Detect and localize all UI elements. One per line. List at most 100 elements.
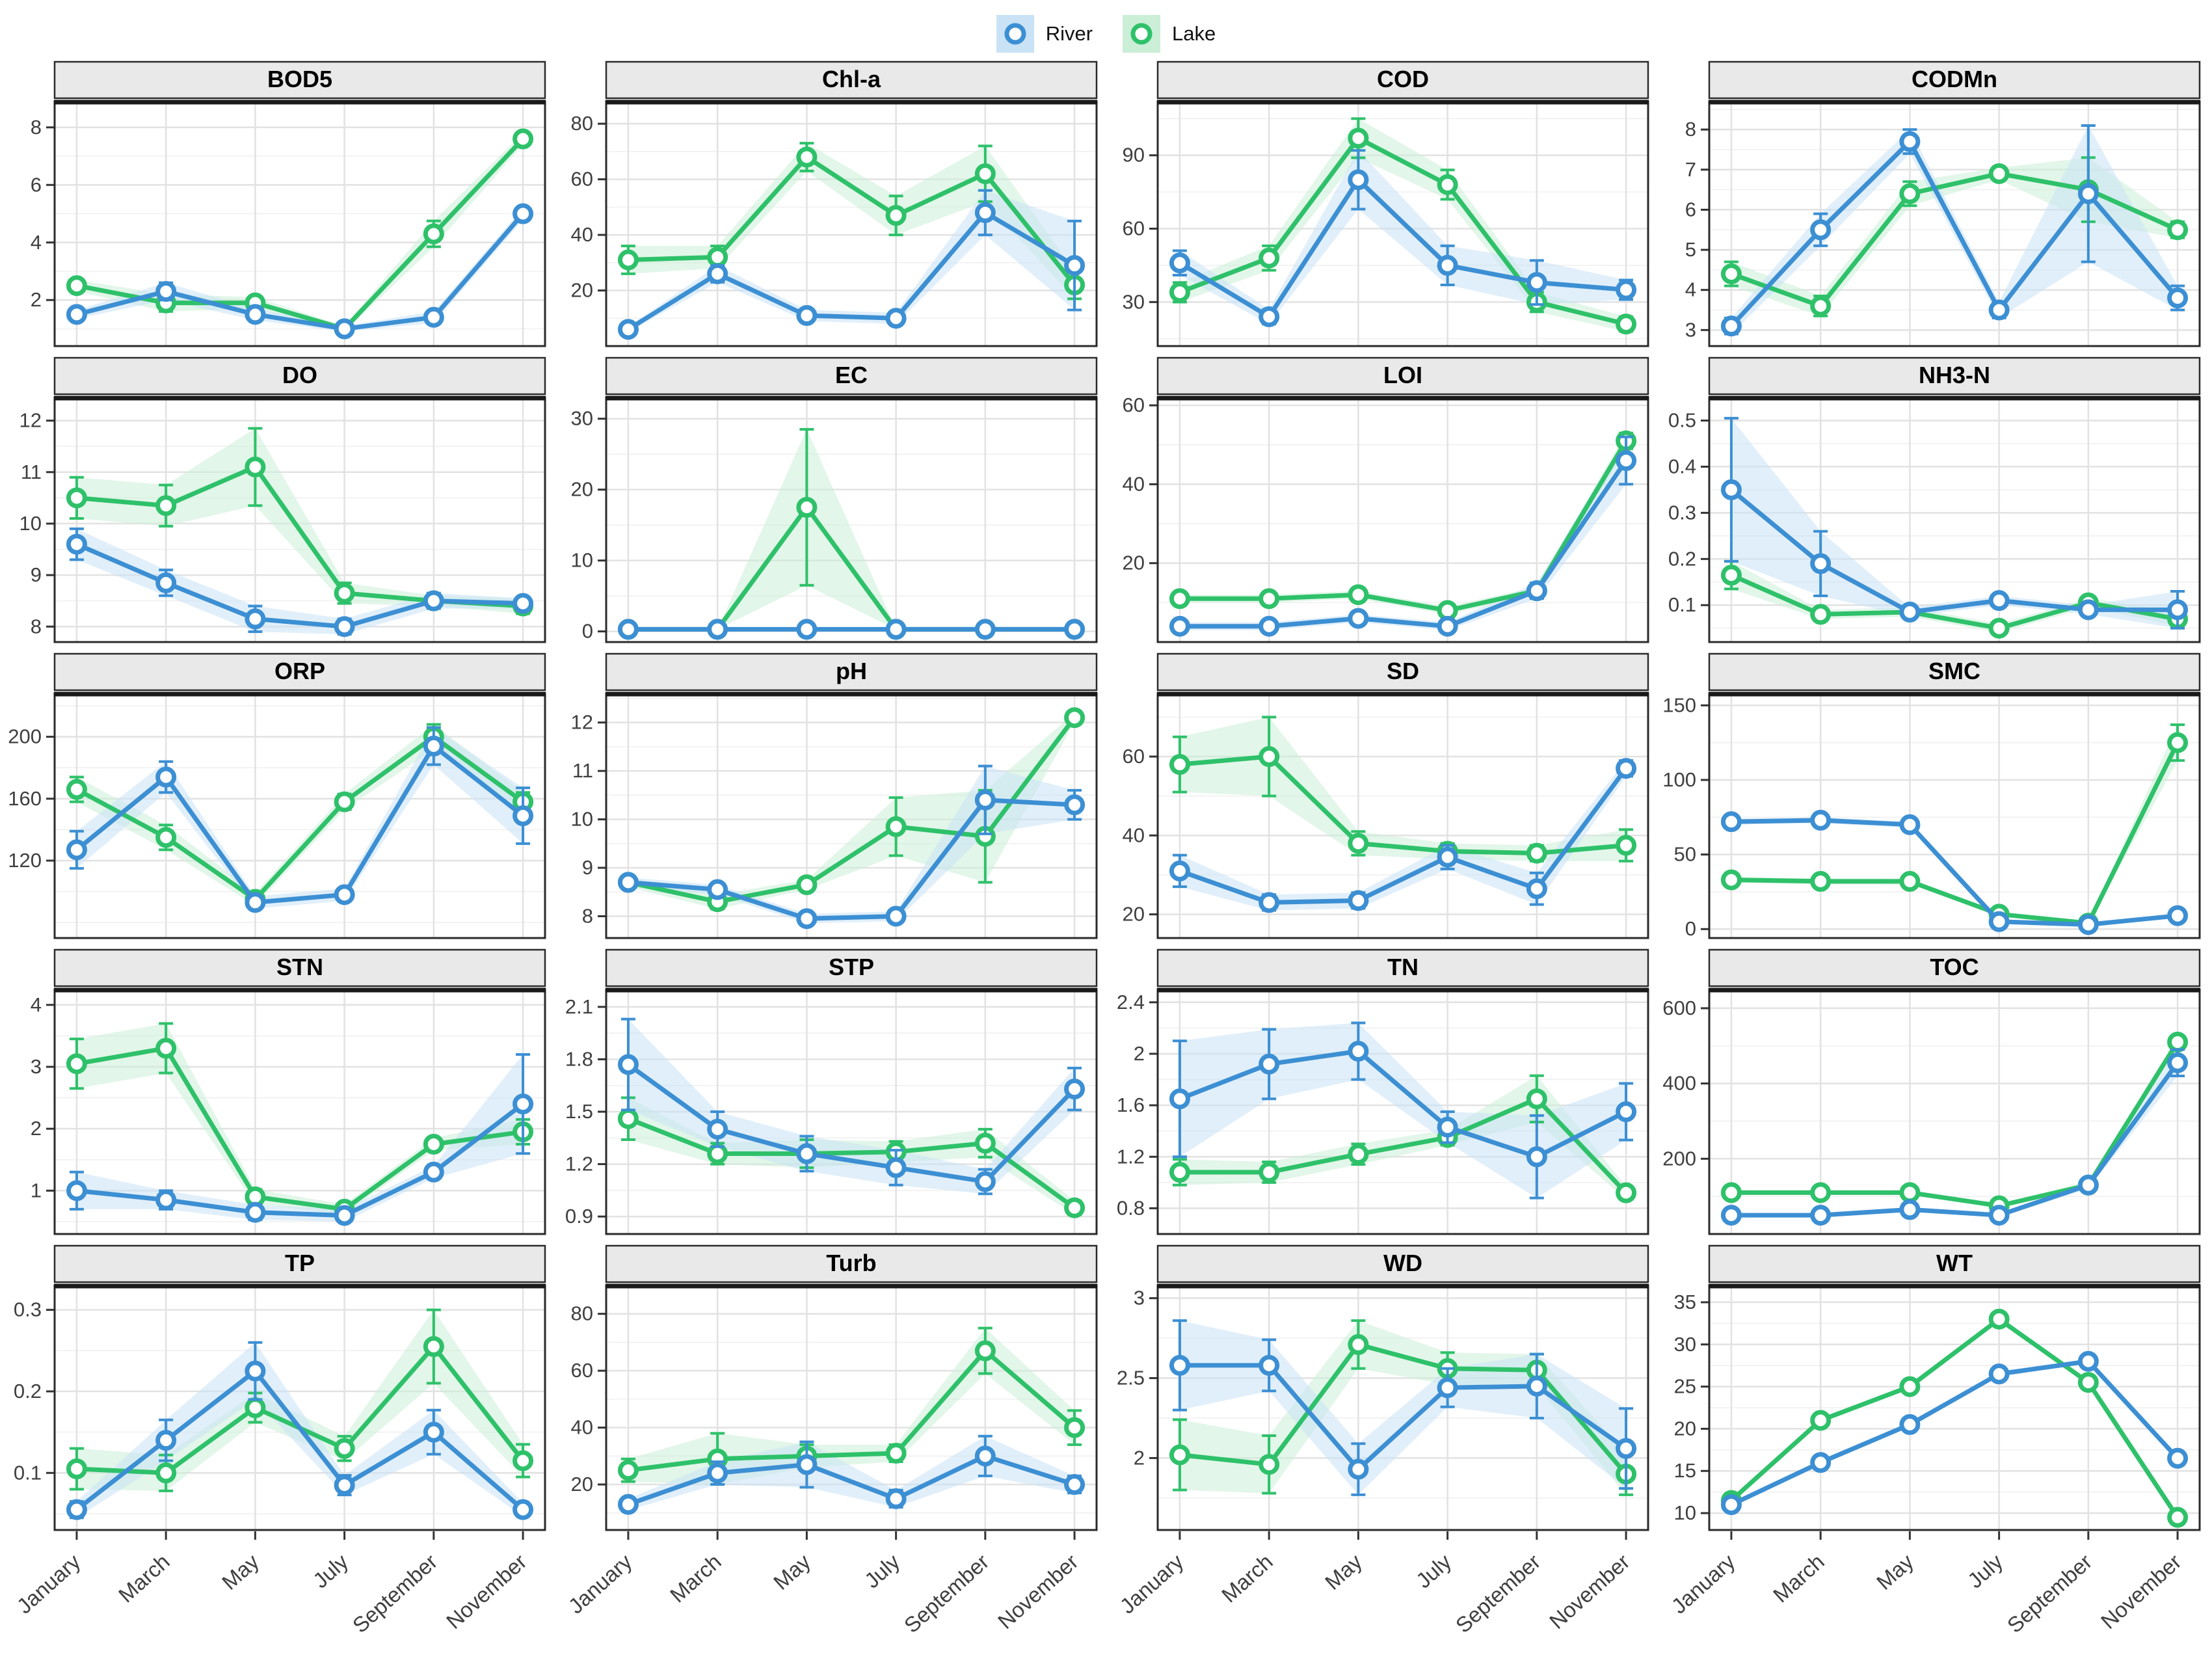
svg-text:0.8: 0.8: [1117, 1196, 1145, 1219]
svg-text:May: May: [217, 1549, 263, 1594]
facet-Chl-a: Chl-a 20 40 60 80: [554, 59, 1106, 355]
facet-CODMn: CODMn 3 4 5 6 7 8: [1657, 59, 2209, 355]
legend-item-river: River: [996, 15, 1093, 53]
svg-text:1.2: 1.2: [1117, 1145, 1145, 1168]
river-marker-icon: [996, 15, 1034, 53]
svg-text:200: 200: [8, 725, 42, 748]
facet-plot: COD 30 60 90: [1123, 60, 1649, 347]
svg-text:March: March: [1768, 1550, 1829, 1607]
svg-text:September: September: [348, 1550, 442, 1638]
svg-text:10: 10: [571, 549, 593, 572]
svg-text:200: 200: [1662, 1147, 1696, 1170]
facet-plot: STN 1 2 3 4: [31, 948, 546, 1235]
svg-text:TOC: TOC: [1930, 954, 1979, 980]
svg-text:10: 10: [571, 808, 593, 831]
facet-plot: LOI 20 40 60: [1123, 356, 1649, 643]
svg-text:20: 20: [1123, 552, 1145, 574]
svg-text:6: 6: [1685, 198, 1696, 221]
facet-plot: TOC 200 400 600: [1662, 948, 2201, 1235]
svg-text:40: 40: [1123, 472, 1145, 495]
facet-plot: EC 0 10 20 30: [571, 356, 1098, 643]
svg-text:60: 60: [571, 1359, 593, 1382]
svg-text:WT: WT: [1936, 1250, 1973, 1276]
svg-text:STN: STN: [276, 954, 323, 980]
svg-text:March: March: [114, 1550, 174, 1607]
svg-text:0.1: 0.1: [1668, 593, 1696, 616]
svg-text:4: 4: [1685, 278, 1696, 301]
facet-TP: TP 0.1 0.2 0.3 January March May July September N…: [3, 1242, 554, 1644]
svg-text:9: 9: [582, 856, 593, 879]
svg-text:3: 3: [1134, 1287, 1145, 1309]
facet-plot: NH3-N 0.1 0.2 0.3 0.4 0.5: [1668, 356, 2201, 643]
svg-text:SD: SD: [1387, 658, 1419, 684]
svg-text:0.3: 0.3: [14, 1298, 42, 1321]
svg-text:Turb: Turb: [826, 1250, 876, 1276]
svg-text:November: November: [442, 1550, 531, 1633]
svg-text:40: 40: [571, 1416, 593, 1439]
facet-Turb: Turb 20 40 60 80 January March May July September…: [554, 1242, 1106, 1644]
svg-text:July: July: [1411, 1549, 1456, 1592]
svg-text:0.2: 0.2: [14, 1380, 42, 1402]
svg-text:DO: DO: [282, 362, 317, 388]
svg-text:0.2: 0.2: [1668, 547, 1696, 570]
svg-text:60: 60: [1123, 217, 1145, 240]
facet-pH: pH 8 9 10 11 12: [554, 651, 1106, 946]
svg-text:0.9: 0.9: [565, 1205, 593, 1228]
svg-text:5: 5: [1685, 238, 1696, 261]
svg-text:3: 3: [31, 1055, 42, 1078]
svg-text:COD: COD: [1377, 66, 1429, 92]
svg-text:400: 400: [1662, 1072, 1696, 1095]
svg-text:0: 0: [582, 620, 593, 643]
svg-text:20: 20: [1123, 903, 1145, 926]
svg-text:30: 30: [1123, 290, 1145, 313]
svg-text:1: 1: [31, 1179, 42, 1201]
svg-text:30: 30: [571, 407, 593, 430]
svg-text:January: January: [564, 1549, 637, 1618]
svg-text:September: September: [2003, 1550, 2097, 1638]
svg-text:600: 600: [1662, 997, 1696, 1019]
svg-text:May: May: [1320, 1549, 1366, 1594]
facet-LOI: LOI 20 40 60: [1106, 355, 1657, 651]
svg-text:1.2: 1.2: [565, 1153, 593, 1175]
svg-text:160: 160: [8, 787, 42, 810]
svg-text:TN: TN: [1387, 954, 1419, 980]
facet-STP: STP 0.9 1.2 1.5 1.8 2.1: [554, 946, 1106, 1242]
svg-text:7: 7: [1685, 158, 1696, 181]
svg-text:8: 8: [31, 116, 42, 139]
svg-text:July: July: [308, 1549, 353, 1592]
facet-STN: STN 1 2 3 4: [3, 946, 554, 1242]
svg-text:January: January: [12, 1549, 85, 1618]
facet-plot: SMC 0 50 100 150: [1662, 652, 2201, 940]
svg-text:10: 10: [1674, 1501, 1696, 1524]
facet-plot: Chl-a 20 40 60 80: [571, 60, 1098, 347]
svg-text:20: 20: [1674, 1417, 1696, 1440]
svg-text:TP: TP: [285, 1250, 315, 1276]
svg-text:1.8: 1.8: [565, 1047, 593, 1070]
svg-text:September: September: [899, 1550, 994, 1638]
facet-grid: BOD5 2 4 6 8 Chl-a 20 40 60 80 COD 30 60 90 CODMn 3 4 5 6 7…: [0, 59, 2212, 1644]
svg-text:STP: STP: [829, 954, 874, 980]
svg-text:0: 0: [1685, 917, 1696, 940]
svg-text:3: 3: [1685, 318, 1696, 341]
svg-text:25: 25: [1674, 1375, 1696, 1398]
svg-text:35: 35: [1674, 1291, 1696, 1313]
svg-text:20: 20: [571, 279, 593, 302]
svg-text:8: 8: [31, 615, 42, 637]
svg-text:July: July: [860, 1549, 905, 1592]
svg-text:80: 80: [571, 112, 593, 135]
facet-SD: SD 20 40 60: [1106, 651, 1657, 946]
svg-text:March: March: [665, 1550, 726, 1607]
facet-WD: WD 2 2.5 3 January March May July September Novem…: [1106, 1242, 1657, 1644]
facet-BOD5: BOD5 2 4 6 8: [3, 59, 554, 355]
svg-text:2.5: 2.5: [1117, 1367, 1145, 1389]
svg-text:0.4: 0.4: [1668, 455, 1696, 477]
svg-text:1.5: 1.5: [565, 1100, 593, 1123]
svg-text:September: September: [1451, 1550, 1545, 1638]
svg-text:0.3: 0.3: [1668, 501, 1696, 524]
legend-item-lake: Lake: [1123, 15, 1216, 53]
svg-text:2: 2: [1134, 1446, 1145, 1469]
svg-text:60: 60: [1123, 394, 1145, 416]
svg-text:15: 15: [1674, 1459, 1696, 1482]
svg-text:WD: WD: [1383, 1250, 1422, 1276]
